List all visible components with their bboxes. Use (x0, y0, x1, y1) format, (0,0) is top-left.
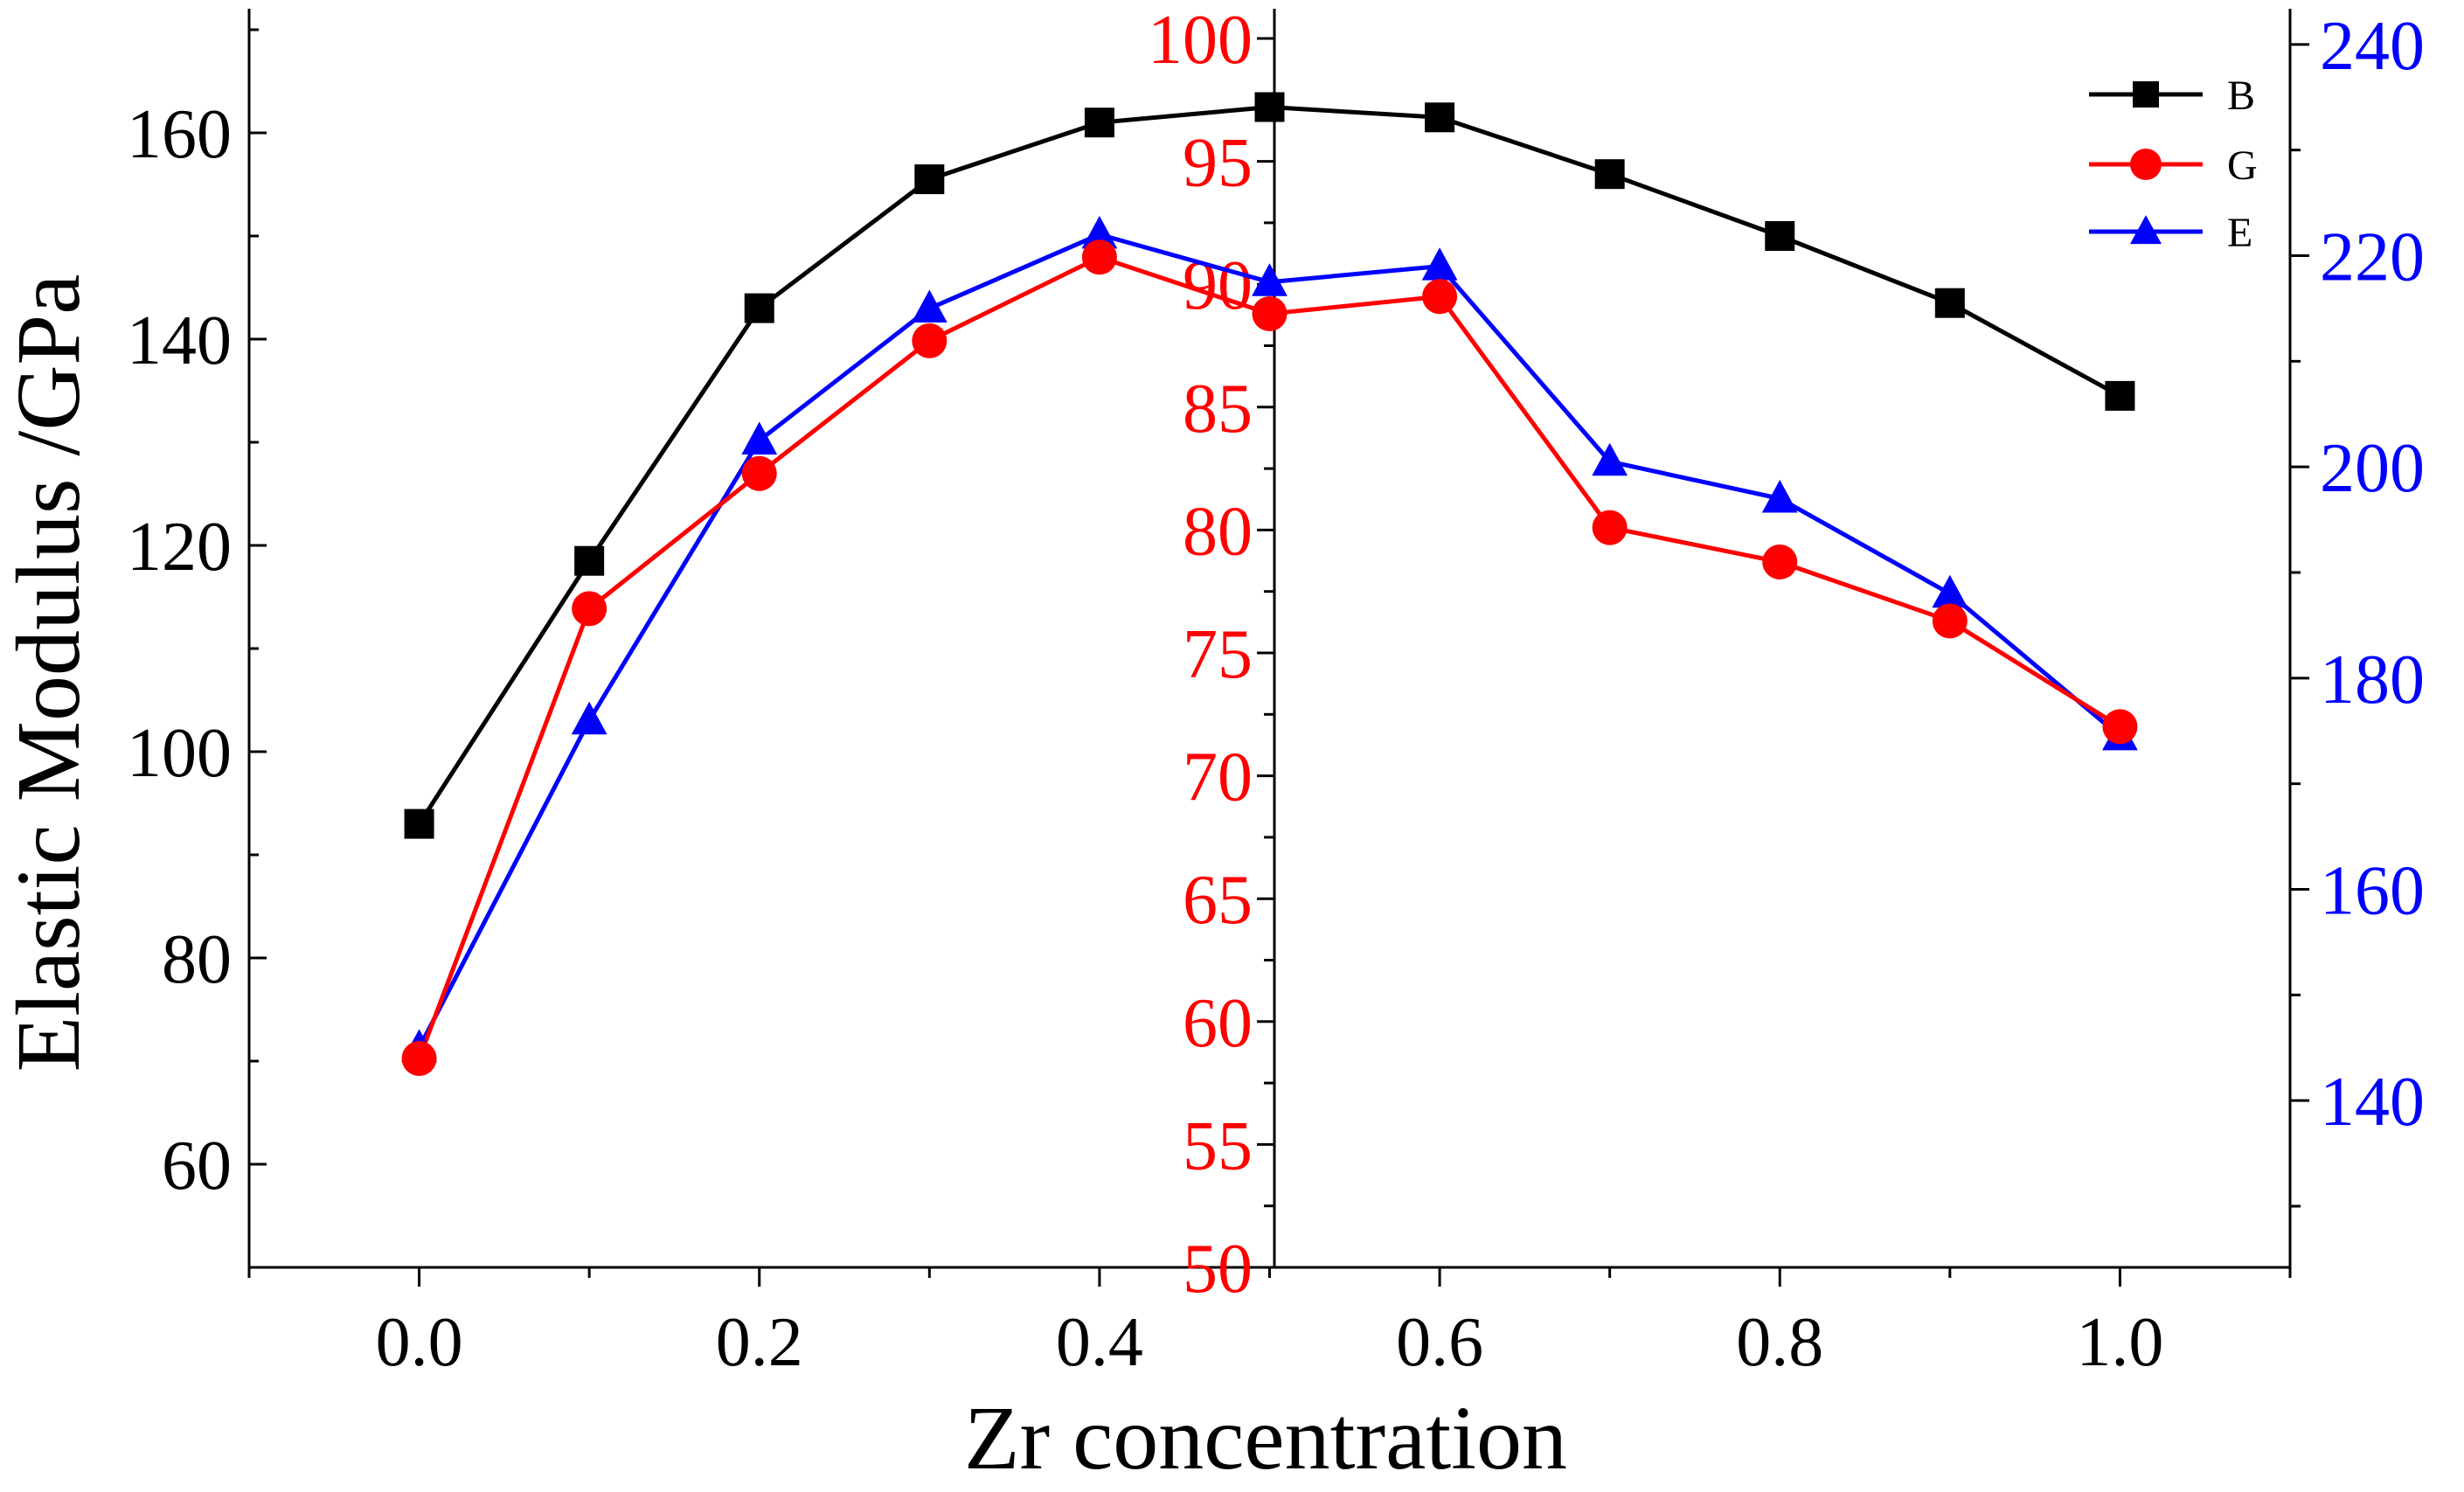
right-tick-label: 140 (2320, 1064, 2425, 1141)
series-E-point (1761, 479, 1798, 513)
legend-marker-B (2133, 81, 2159, 108)
series-B-point (404, 808, 434, 839)
series-layer (401, 92, 2138, 1076)
series-G-point (1592, 510, 1628, 545)
series-G-point (912, 323, 947, 358)
y-axis-title: Elastic Modulus /GPa (0, 274, 99, 1072)
series-E-point (1932, 574, 1968, 608)
middle-tick-label: 55 (1183, 1107, 1253, 1184)
left-tick-label: 120 (127, 509, 232, 586)
right-tick-label: 180 (2320, 642, 2425, 718)
middle-tick-label: 60 (1183, 985, 1253, 1062)
middle-tick-label: 50 (1183, 1231, 1253, 1308)
right-tick-label: 200 (2320, 430, 2425, 507)
middle-tick-label: 100 (1148, 2, 1253, 79)
legend-label-B: B (2227, 73, 2255, 119)
series-E-point (1421, 247, 1458, 281)
series-G-point (1081, 239, 1117, 275)
series-E-point (1592, 442, 1628, 476)
right-tick-label: 220 (2320, 219, 2425, 296)
series-G-point (1252, 295, 1288, 331)
middle-tick-label: 70 (1183, 739, 1253, 816)
series-B-point (744, 293, 774, 323)
series-B-point (1084, 108, 1114, 138)
left-tick-label: 100 (127, 715, 232, 792)
series-G-point (1422, 279, 1458, 315)
left-tick-label: 60 (162, 1128, 232, 1204)
series-G-point (572, 591, 607, 627)
left-y-axis: 60 80 100 120 140 160 (127, 28, 267, 1269)
middle-tick-label: 75 (1183, 616, 1253, 693)
series-E-point (911, 289, 947, 323)
x-tick-label: 0.4 (1056, 1304, 1143, 1381)
series-G-point (1762, 544, 1798, 579)
x-tick-label: 0.0 (376, 1304, 463, 1381)
middle-tick-label: 85 (1183, 371, 1253, 448)
series-G-point (741, 455, 777, 491)
series-G-point (1932, 603, 1968, 639)
series-B-point (1934, 288, 1965, 318)
x-tick-label: 0.8 (1736, 1304, 1823, 1381)
series-E-point (1252, 263, 1288, 296)
series-B-point (1594, 159, 1625, 190)
middle-tick-label: 95 (1183, 125, 1253, 202)
x-tick-label: 0.6 (1396, 1304, 1483, 1381)
x-axis-title: Zr concentration (964, 1388, 1567, 1489)
series-B-point (1425, 102, 1455, 133)
series-B-point (914, 164, 945, 195)
left-tick-label: 140 (127, 302, 232, 379)
legend-marker-G (2130, 149, 2162, 180)
x-tick-label: 1.0 (2076, 1304, 2163, 1381)
right-y-axis: 140 160 180 200 220 240 (2290, 8, 2425, 1208)
left-tick-label: 80 (162, 921, 232, 998)
legend-marker-E (2130, 215, 2162, 245)
right-tick-label: 240 (2320, 8, 2425, 85)
series-E-point (741, 421, 778, 455)
series-E-point (1081, 215, 1118, 249)
series-G-point (2102, 709, 2138, 745)
series-B-point (574, 545, 605, 576)
series-B-point (1254, 92, 1285, 122)
middle-tick-label: 80 (1183, 493, 1253, 570)
legend-label-G: G (2227, 142, 2258, 189)
x-tick-label: 0.2 (716, 1304, 803, 1381)
middle-tick-label: 65 (1183, 862, 1253, 939)
right-tick-label: 160 (2320, 853, 2425, 930)
series-G-point (401, 1040, 437, 1076)
series-B-point (1765, 221, 1795, 251)
legend-label-E: E (2227, 210, 2252, 256)
left-tick-label: 160 (127, 96, 232, 173)
series-E-point (571, 701, 607, 735)
series-B-point (2105, 380, 2135, 411)
legend: BGE (2089, 73, 2258, 256)
x-axis: 0.0 0.2 0.4 0.6 0.8 1.0 (247, 1267, 2292, 1381)
